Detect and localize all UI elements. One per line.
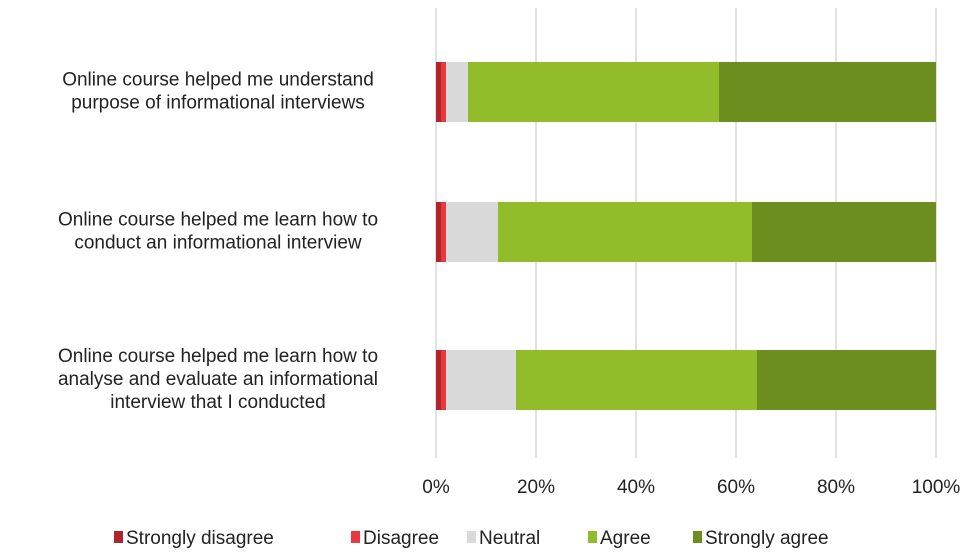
- bar-segment: [446, 62, 468, 122]
- legend-swatch: [114, 531, 123, 543]
- legend-swatch: [351, 531, 360, 543]
- legend-swatch: [693, 531, 702, 543]
- bar-segment: [441, 350, 446, 410]
- category-label: analyse and evaluate an informational: [58, 369, 378, 390]
- bar-segment: [436, 62, 441, 122]
- bar-segment: [436, 350, 441, 410]
- bar-segment: [757, 350, 936, 410]
- x-tick-label: 20%: [517, 477, 555, 498]
- x-tick-label: 40%: [617, 477, 655, 498]
- legend-label: Strongly agree: [705, 528, 829, 549]
- bar-segment: [441, 202, 446, 262]
- x-tick-label: 100%: [912, 477, 961, 498]
- category-label: interview that I conducted: [110, 392, 325, 413]
- x-tick-label: 80%: [817, 477, 855, 498]
- x-tick-label: 0%: [422, 477, 450, 498]
- bar-segment: [446, 202, 498, 262]
- bar-segment: [752, 202, 936, 262]
- legend-swatch: [467, 531, 476, 543]
- legend-swatch: [588, 531, 597, 543]
- legend-label: Strongly disagree: [126, 528, 274, 549]
- bar-segment: [498, 202, 752, 262]
- bar-segment: [446, 350, 516, 410]
- bar-segment: [516, 350, 757, 410]
- category-label: Online course helped me learn how to: [58, 346, 378, 367]
- x-tick-label: 60%: [717, 477, 755, 498]
- bar-segment: [719, 62, 936, 122]
- legend-label: Neutral: [479, 528, 540, 549]
- category-label: purpose of informational interviews: [71, 93, 365, 114]
- category-label: Online course helped me learn how to: [58, 210, 378, 231]
- bar-segment: [441, 62, 446, 122]
- legend-label: Disagree: [363, 528, 439, 549]
- bar-segment: [468, 62, 719, 122]
- bar-segment: [436, 202, 441, 262]
- category-label: Online course helped me understand: [62, 70, 374, 91]
- category-label: conduct an informational interview: [74, 233, 362, 254]
- legend-label: Agree: [600, 528, 651, 549]
